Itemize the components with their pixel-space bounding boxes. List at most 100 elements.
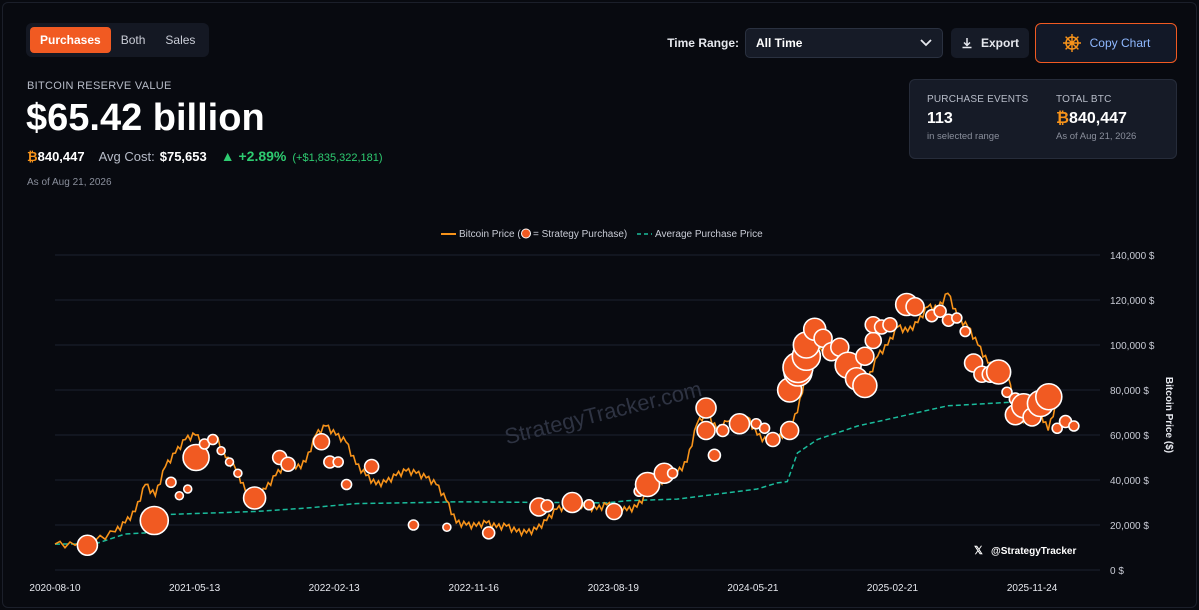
total-btc-label: TOTAL BTC bbox=[1056, 94, 1112, 105]
purchase-marker bbox=[174, 490, 185, 501]
as-of-date: As of Aug 21, 2026 bbox=[27, 177, 112, 188]
purchase-marker bbox=[561, 491, 584, 514]
time-range-label: Time Range: bbox=[667, 36, 739, 50]
bitcoin-icon: ₿ bbox=[1056, 110, 1070, 127]
copy-chart-button[interactable]: Copy Chart bbox=[1035, 23, 1177, 63]
summary-row: ₿ 840,447 Avg Cost: $75,653 ▲ +2.89% (+$… bbox=[27, 148, 383, 164]
x-tick-label: 2022-02-13 bbox=[309, 583, 361, 594]
purchase-marker bbox=[1068, 420, 1080, 432]
purchase-marker bbox=[695, 397, 717, 419]
x-tick-label: 2021-05-13 bbox=[169, 583, 221, 594]
purchase-marker bbox=[779, 420, 800, 441]
x-tick-label: 2024-05-21 bbox=[727, 583, 779, 594]
reserve-label: BITCOIN RESERVE VALUE bbox=[27, 80, 172, 92]
total-btc-number: 840,447 bbox=[1069, 110, 1127, 127]
avg-cost-value: $75,653 bbox=[159, 149, 207, 164]
total-btc-value: ₿840,447 bbox=[1056, 110, 1136, 128]
purchase-marker bbox=[933, 304, 947, 319]
export-button[interactable]: Export bbox=[950, 28, 1029, 58]
purchase-marker bbox=[312, 432, 331, 451]
purchase-marker bbox=[407, 519, 420, 531]
purchase-marker bbox=[951, 312, 963, 324]
x-tick-label: 2022-11-16 bbox=[449, 583, 500, 594]
purchase-marker bbox=[1051, 422, 1063, 435]
purchase-marker bbox=[666, 467, 679, 480]
avg-cost-label: Avg Cost: bbox=[98, 149, 155, 164]
bitcoin-icon: ₿ bbox=[27, 149, 38, 164]
x-tick-label: 2025-02-21 bbox=[867, 583, 919, 594]
purchase-marker bbox=[224, 457, 235, 467]
purchase-marker bbox=[182, 443, 210, 472]
purchase-marker bbox=[959, 325, 971, 338]
purchase-marker bbox=[864, 331, 883, 350]
purchase-marker bbox=[76, 534, 99, 557]
tab-sales[interactable]: Sales bbox=[165, 33, 196, 47]
legend-avg-label: Average Purchase Price bbox=[655, 229, 763, 240]
y-tick-label: 100,000 $ bbox=[1110, 341, 1155, 352]
purchase-marker bbox=[696, 420, 716, 441]
y-tick-label: 120,000 $ bbox=[1110, 296, 1155, 307]
x-tick-label: 2023-08-19 bbox=[588, 583, 640, 594]
x-logo-icon: 𝕏 bbox=[974, 545, 983, 557]
stats-panel: PURCHASE EVENTS 113 in selected range TO… bbox=[909, 79, 1177, 159]
purchase-marker bbox=[216, 445, 226, 456]
purchase-marker bbox=[340, 478, 353, 491]
legend-price-label-pre: Bitcoin Price ( bbox=[459, 229, 521, 240]
handle-label: @StrategyTracker bbox=[991, 546, 1076, 557]
change-percent: ▲ +2.89% bbox=[220, 148, 287, 164]
purchase-marker bbox=[242, 486, 267, 510]
chevron-down-icon bbox=[920, 39, 932, 47]
y-axis: 0 $ 20,000 $ 40,000 $ 60,000 $ 80,000 $ 100,0… bbox=[1110, 251, 1155, 577]
purchase-events-stat: PURCHASE EVENTS 113 in selected range bbox=[927, 94, 1028, 142]
purchase-markers bbox=[76, 292, 1080, 557]
view-tabs: Purchases Both Sales bbox=[26, 23, 210, 57]
purchase-marker bbox=[139, 505, 170, 536]
purchase-marker bbox=[985, 359, 1012, 385]
purchase-marker bbox=[855, 346, 875, 367]
purchase-marker bbox=[583, 498, 595, 511]
purchase-marker bbox=[481, 526, 496, 540]
ship-wheel-icon bbox=[1062, 34, 1081, 52]
purchase-marker bbox=[233, 468, 243, 479]
purchase-events-label: PURCHASE EVENTS bbox=[927, 94, 1029, 105]
average-purchase-line bbox=[54, 399, 1059, 545]
btc-amount: 840,447 bbox=[37, 149, 85, 164]
purchase-marker bbox=[1001, 386, 1013, 399]
legend-price-label-post: = Strategy Purchase) bbox=[533, 229, 627, 240]
tab-both[interactable]: Both bbox=[120, 33, 146, 47]
purchase-marker bbox=[634, 471, 661, 498]
purchase-marker bbox=[605, 502, 623, 521]
purchase-marker bbox=[1034, 382, 1063, 411]
x-axis: 2020-08-10 2021-05-13 2022-02-13 2022-11-16… bbox=[29, 583, 1057, 594]
chart-grid bbox=[55, 254, 1100, 571]
y-tick-label: 0 $ bbox=[1110, 566, 1124, 577]
purchase-marker bbox=[182, 484, 193, 494]
change-absolute: (+$1,835,322,181) bbox=[292, 152, 383, 164]
purchase-marker bbox=[165, 476, 177, 489]
price-chart: StrategyTracker.com Bitcoin Price ( = St… bbox=[29, 228, 1174, 594]
time-range-select[interactable]: All Time bbox=[744, 28, 943, 58]
purchase-events-sub: in selected range bbox=[927, 131, 1000, 142]
purchase-marker bbox=[363, 458, 380, 475]
toolbar: Time Range: All Time Export Copy Chart bbox=[667, 23, 1177, 63]
purchase-marker bbox=[332, 456, 344, 468]
time-range-value: All Time bbox=[755, 36, 803, 50]
x-tick-label: 2025-11-24 bbox=[1007, 583, 1058, 594]
y-tick-label: 20,000 $ bbox=[1110, 521, 1149, 532]
y-tick-label: 140,000 $ bbox=[1110, 251, 1155, 262]
purchase-marker bbox=[852, 372, 878, 399]
purchase-marker bbox=[442, 522, 452, 533]
social-handle: 𝕏 @StrategyTracker bbox=[974, 545, 1076, 557]
purchase-marker bbox=[728, 412, 751, 435]
purchase-events-value: 113 bbox=[927, 110, 953, 127]
total-btc-sub: As of Aug 21, 2026 bbox=[1056, 131, 1137, 142]
export-label: Export bbox=[980, 36, 1019, 50]
tab-purchases[interactable]: Purchases bbox=[30, 27, 111, 53]
watermark: StrategyTracker.com bbox=[502, 376, 704, 449]
legend-purchase-marker bbox=[521, 228, 531, 239]
purchase-marker bbox=[905, 296, 925, 317]
purchase-marker bbox=[707, 448, 722, 463]
purchase-marker bbox=[882, 316, 898, 333]
copy-chart-label: Copy Chart bbox=[1089, 36, 1151, 50]
